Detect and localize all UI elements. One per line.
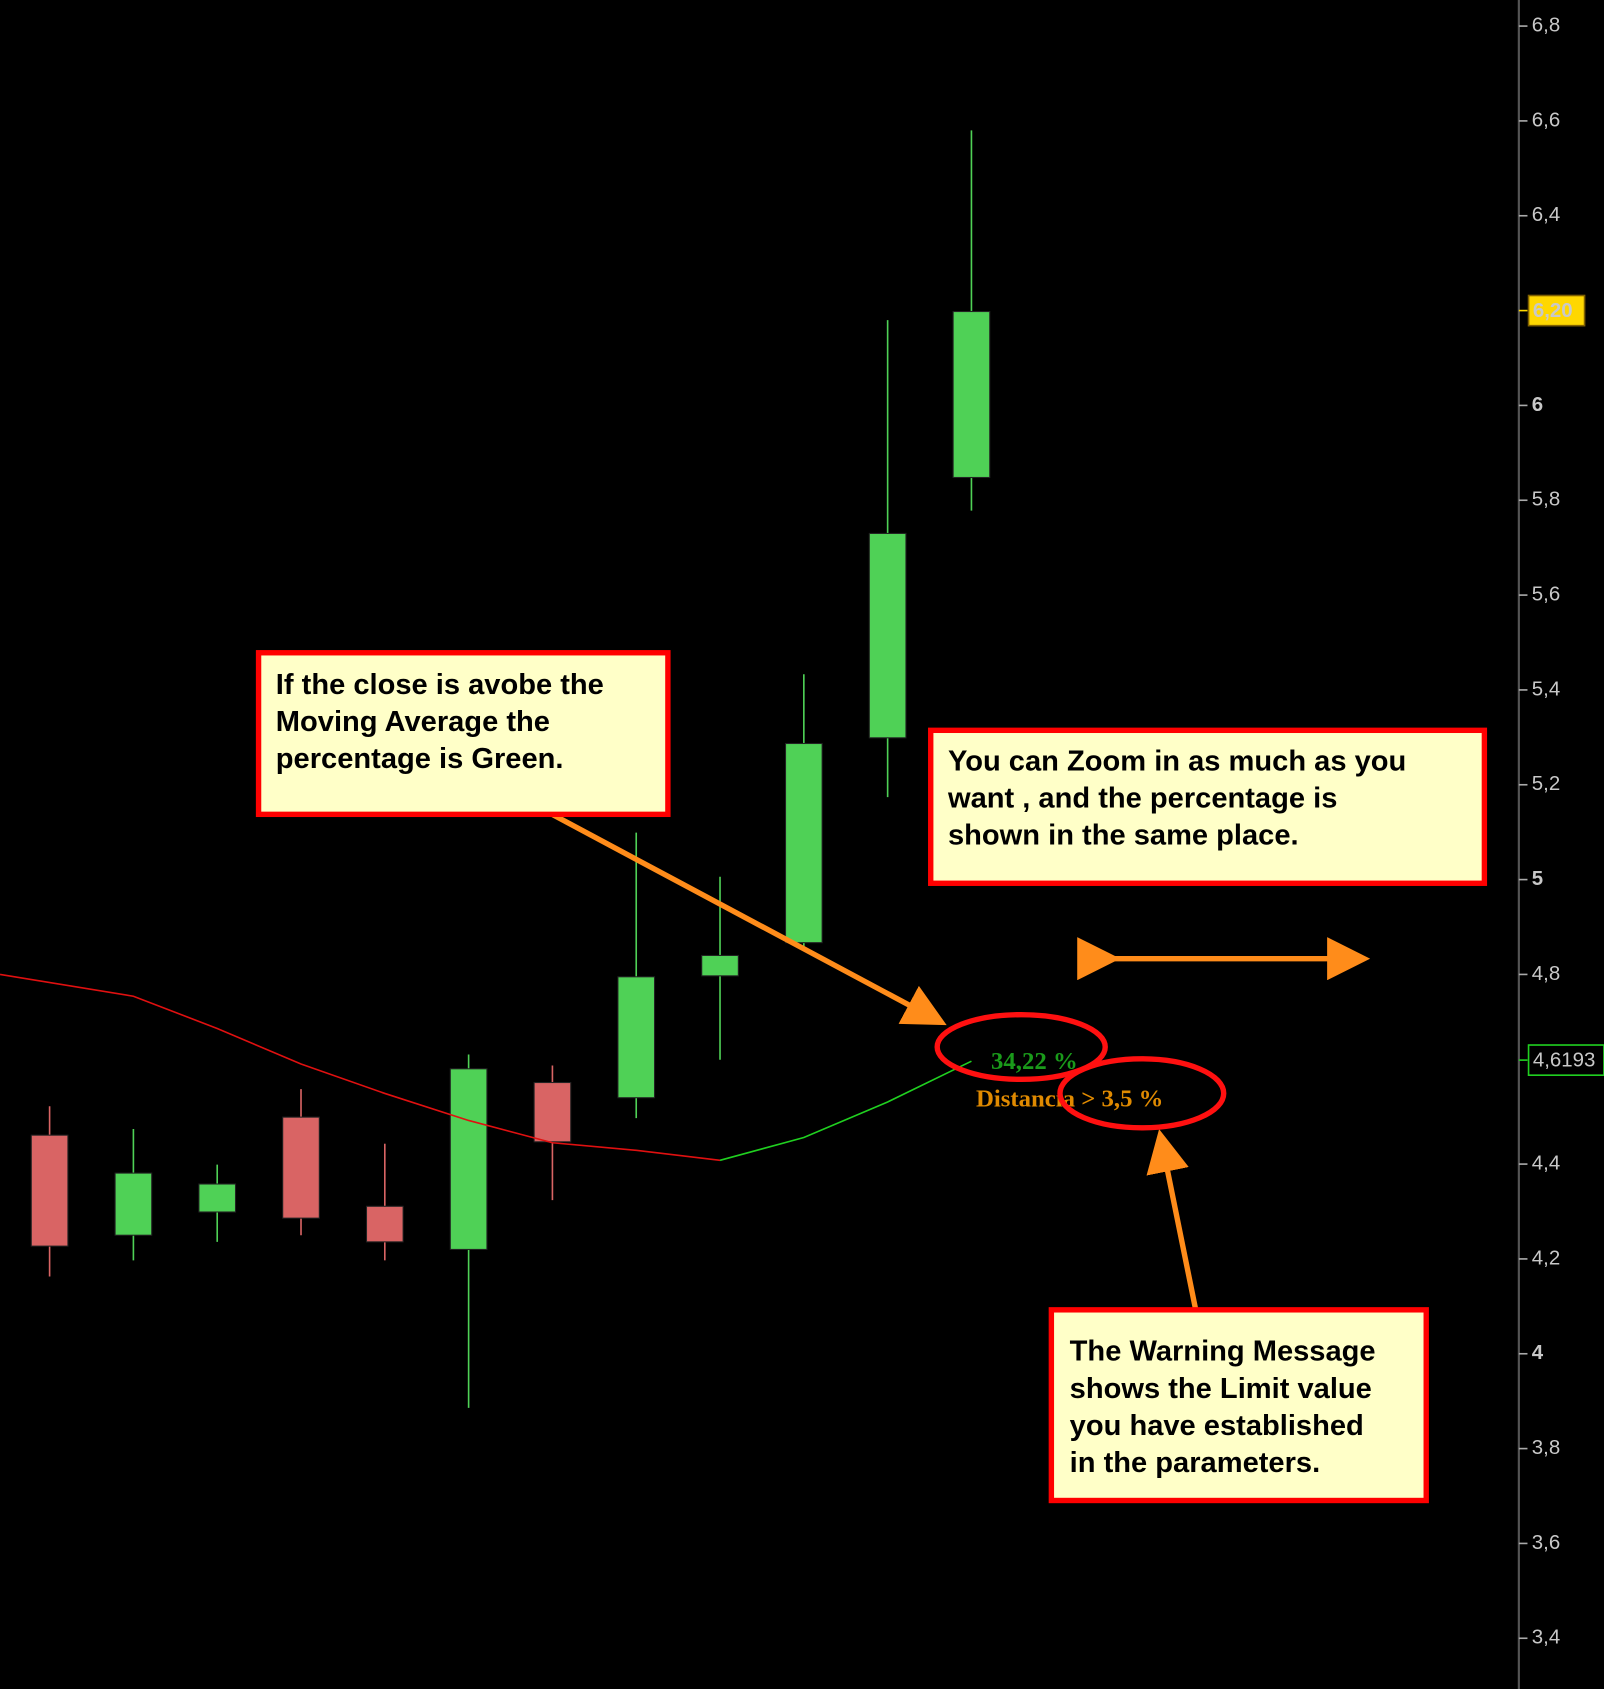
moving-average [0, 973, 721, 1162]
overlay: 34,22 %Distancia > 3,5 %If the close is … [255, 650, 1488, 1504]
price-label-box [1527, 1044, 1604, 1076]
y-tick-label: 3,6 [1532, 1531, 1560, 1554]
candle-body [30, 1134, 69, 1247]
candle-body [365, 1205, 404, 1243]
y-tick-label: 5,6 [1532, 582, 1560, 605]
callout-text: want , and the percentage is [947, 782, 1337, 814]
y-tick-label: 3,8 [1532, 1436, 1560, 1459]
highlight-ellipse [934, 1011, 1108, 1083]
y-tick-label: 4,4 [1532, 1151, 1560, 1174]
y-tick-label: 6 [1532, 393, 1543, 416]
y-tick-label: 6,4 [1532, 203, 1560, 226]
plot: 6,8 6,6 6,4 6 5,8 5,6 5,4 5,2 5 4,8 4,4 4,2 4 3,8 3,6 3… [0, 13, 1604, 1649]
y-tick-label: 4,2 [1532, 1246, 1560, 1269]
callout-text: Moving Average the [276, 706, 550, 738]
candle-body [701, 954, 739, 977]
callout-text: You can Zoom in as much as you [948, 745, 1406, 777]
candle-body [449, 1068, 488, 1250]
callout-box [928, 727, 1488, 886]
y-tick-label: 6,6 [1532, 108, 1560, 131]
callout-box [255, 650, 671, 818]
arrow [542, 807, 947, 1026]
price-label-box [1527, 294, 1586, 327]
callout-text: in the parameters. [1070, 1447, 1321, 1479]
annotation: 34,22 % [991, 1048, 1078, 1075]
y-tick-label: 4 [1532, 1341, 1544, 1364]
callout-box [1048, 1307, 1429, 1504]
candle-body [114, 1172, 153, 1236]
y-tick-label: 4,8 [1532, 962, 1560, 985]
y-tick-label: 5 [1532, 867, 1543, 890]
y-tick-label: 5,4 [1532, 677, 1560, 700]
candle-body [198, 1183, 237, 1213]
callout-text: shown in the same place. [948, 820, 1299, 852]
callout-text: you have established [1070, 1410, 1364, 1442]
y-tick-label: 6,8 [1532, 13, 1560, 36]
price-label: 6,20 [1533, 299, 1573, 322]
candle-body [784, 742, 823, 944]
moving-average [719, 1060, 972, 1162]
candle-body [533, 1081, 572, 1143]
candle-body [282, 1116, 320, 1219]
highlight-ellipse [1057, 1056, 1227, 1131]
y-tick-label: 3,4 [1532, 1626, 1560, 1649]
candle-body [617, 976, 656, 1099]
arrow [1146, 1129, 1199, 1311]
y-tick-label: 5,8 [1532, 488, 1560, 511]
callout-text: The Warning Message [1070, 1336, 1376, 1368]
callout-text: If the close is avobe the [276, 669, 604, 701]
callout-text: percentage is Green. [276, 743, 564, 775]
y-tick-label: 5,2 [1532, 772, 1560, 795]
candle-body [868, 532, 907, 739]
price-label: 4,6193 [1533, 1049, 1596, 1072]
callout-text: shows the Limit value [1070, 1373, 1372, 1405]
candle-body [952, 310, 991, 479]
